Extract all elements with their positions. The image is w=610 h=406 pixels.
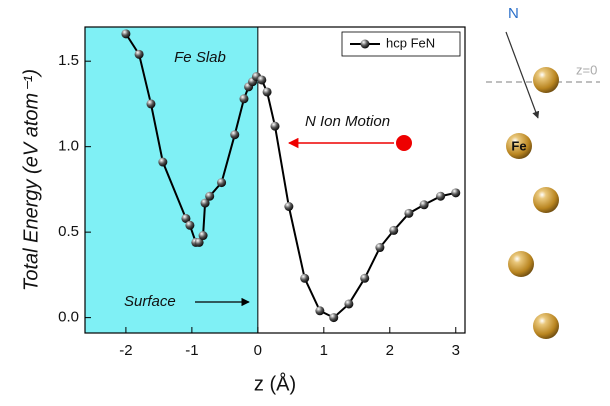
data-point xyxy=(270,121,280,131)
y-tick-label: 1.5 xyxy=(58,52,79,69)
fe-atom xyxy=(533,187,559,213)
y-tick-label: 0.0 xyxy=(58,309,79,326)
data-point xyxy=(198,231,208,241)
fe-atom xyxy=(506,133,532,159)
data-point xyxy=(389,225,399,235)
data-point xyxy=(360,273,370,283)
annotation: Fe Slab xyxy=(174,49,226,66)
fe-atom xyxy=(533,313,559,339)
legend-label: hcp FeN xyxy=(386,35,435,50)
plot-frame xyxy=(84,26,466,334)
n-path xyxy=(505,31,540,119)
n-ion xyxy=(396,135,412,151)
data-point xyxy=(134,49,144,59)
fe-label: Fe xyxy=(511,138,526,153)
y-tick-label: 1.0 xyxy=(58,138,79,155)
data-point xyxy=(205,191,215,201)
data-point xyxy=(146,99,156,109)
slab-region xyxy=(85,27,258,333)
data-point xyxy=(419,200,429,210)
fe-atom xyxy=(533,67,559,93)
data-point xyxy=(158,157,168,167)
n-label: N xyxy=(508,5,519,22)
data-point xyxy=(194,237,204,247)
data-point xyxy=(185,220,195,230)
x-tick-label: 2 xyxy=(386,342,394,359)
data-point xyxy=(239,94,249,104)
x-tick-label: -2 xyxy=(119,342,132,359)
x-tick-label: 0 xyxy=(254,342,262,359)
data-point xyxy=(257,75,267,85)
data-point xyxy=(329,313,339,323)
y-axis-label: Total Energy (eV atom⁻¹) xyxy=(20,69,42,291)
data-point xyxy=(262,87,272,97)
x-tick-label: -1 xyxy=(185,342,198,359)
data-point xyxy=(436,191,446,201)
data-point xyxy=(200,198,210,208)
data-point xyxy=(121,29,131,39)
data-point xyxy=(404,208,414,218)
data-point xyxy=(451,188,461,198)
data-point xyxy=(300,273,310,283)
schematic: N z=0 Fe xyxy=(486,5,600,339)
fe-atom xyxy=(508,251,534,277)
y-tick-label: 0.5 xyxy=(58,223,79,240)
x-axis-label: z (Å) xyxy=(254,372,296,395)
data-point xyxy=(181,213,191,223)
data-point xyxy=(284,201,294,211)
data-point xyxy=(344,299,354,309)
data-point xyxy=(230,130,240,140)
x-tick-label: 3 xyxy=(452,342,460,359)
data-point xyxy=(315,306,325,316)
legend-marker xyxy=(360,39,370,49)
plane-label: z=0 xyxy=(576,62,597,77)
data-point xyxy=(217,178,227,188)
plot: -2 -1 0 1 2 3 0.0 0.5 1.0 1.5 z (Å) Total Energy (e… xyxy=(20,26,466,395)
data-point xyxy=(375,243,385,253)
annotation: Surface xyxy=(124,293,176,310)
x-tick-label: 1 xyxy=(320,342,328,359)
annotation: N Ion Motion xyxy=(305,113,390,130)
